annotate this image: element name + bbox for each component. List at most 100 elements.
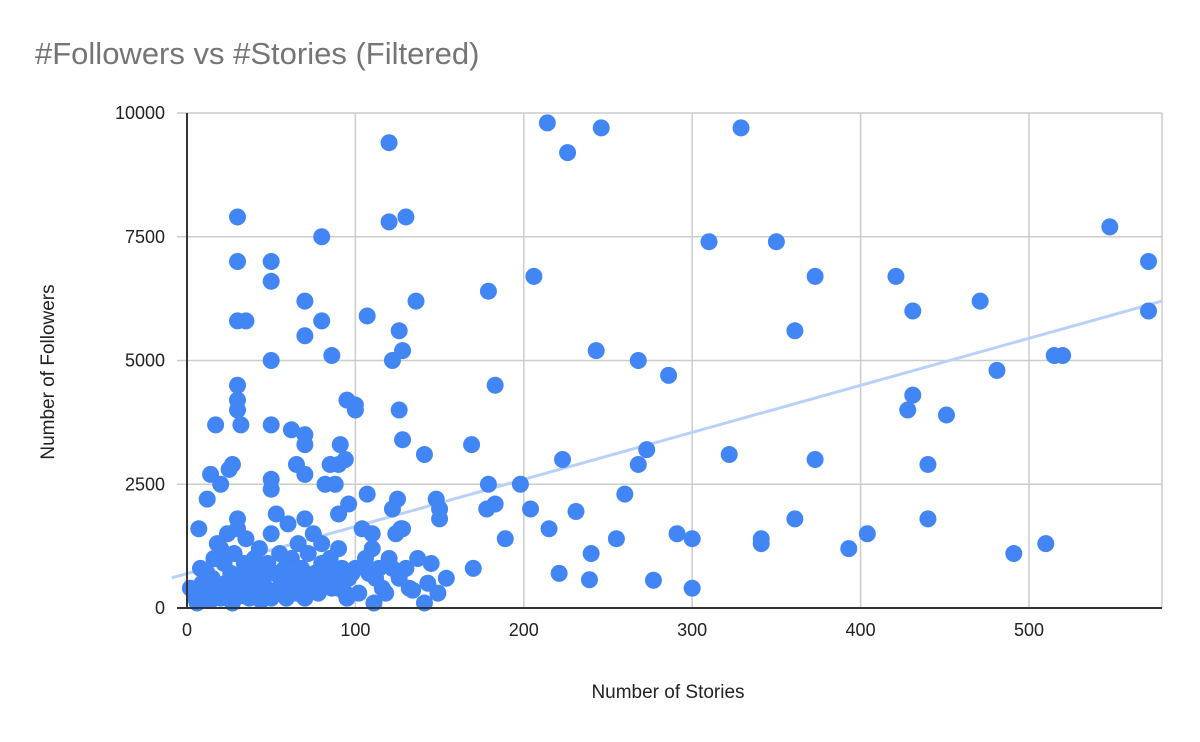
data-point — [554, 451, 572, 468]
y-axis-label: Number of Followers — [38, 284, 59, 459]
data-point — [840, 540, 858, 558]
data-point — [786, 322, 804, 340]
data-point — [1140, 253, 1158, 270]
data-point — [282, 421, 300, 439]
y-tick-label: 5000 — [125, 351, 165, 371]
data-point — [904, 386, 922, 404]
data-point — [237, 530, 255, 548]
data-point — [323, 347, 341, 365]
trendline — [171, 299, 1163, 580]
data-point — [525, 267, 543, 285]
data-point — [1005, 545, 1023, 563]
data-point — [479, 282, 497, 300]
axes — [177, 113, 1162, 609]
data-point — [346, 401, 364, 419]
data-point — [1037, 535, 1055, 553]
data-point — [397, 559, 415, 577]
data-point — [220, 460, 238, 478]
data-point — [479, 475, 497, 493]
data-point — [296, 436, 314, 454]
data-point — [190, 520, 208, 538]
data-point — [397, 208, 415, 226]
trendline-group — [171, 299, 1163, 580]
data-point — [279, 515, 297, 533]
data-point — [296, 510, 314, 528]
data-point — [330, 540, 348, 558]
data-point — [806, 267, 824, 285]
data-point — [293, 559, 311, 577]
data-point — [700, 233, 718, 251]
data-point — [390, 322, 408, 340]
x-tick-label: 100 — [340, 620, 370, 640]
data-point — [486, 376, 504, 394]
data-point — [394, 431, 412, 449]
data-point — [538, 114, 556, 132]
y-tick-label: 7500 — [125, 227, 165, 247]
data-point — [358, 485, 376, 503]
data-point — [380, 213, 398, 231]
data-point — [296, 292, 314, 310]
data-point — [904, 302, 922, 320]
data-point — [350, 584, 368, 602]
data-point — [237, 312, 255, 330]
data-point — [407, 292, 425, 310]
data-point — [937, 406, 955, 424]
data-point — [1140, 302, 1158, 320]
data-point — [358, 307, 376, 325]
data-point — [262, 525, 280, 543]
data-point — [383, 500, 401, 518]
data-point — [638, 441, 656, 459]
data-point — [377, 584, 395, 602]
data-point — [511, 475, 529, 493]
data-point — [806, 451, 824, 468]
data-point — [496, 530, 514, 548]
data-point — [683, 579, 701, 597]
data-point — [267, 505, 285, 523]
data-point — [522, 500, 540, 518]
data-point — [732, 119, 750, 137]
data-point — [919, 510, 937, 528]
data-point — [409, 550, 427, 567]
data-point — [463, 436, 481, 454]
data-point — [394, 520, 412, 538]
data-point — [644, 571, 662, 589]
data-point — [313, 535, 331, 553]
data-point — [464, 559, 482, 577]
chart-title: #Followers vs #Stories (Filtered) — [35, 36, 480, 71]
data-point — [971, 292, 989, 310]
data-point — [313, 228, 331, 246]
data-point — [660, 366, 678, 384]
data-point — [229, 376, 247, 394]
data-point — [587, 342, 605, 360]
data-point — [720, 446, 738, 464]
data-point — [321, 455, 339, 473]
data-point — [629, 352, 647, 369]
data-point — [326, 475, 344, 493]
data-point — [262, 253, 280, 270]
data-point — [313, 312, 331, 330]
x-tick-label: 200 — [509, 620, 539, 640]
data-point — [1054, 347, 1072, 365]
data-point — [437, 569, 455, 587]
data-point — [336, 584, 354, 602]
data-point — [786, 510, 804, 528]
data-point — [262, 352, 280, 369]
data-point — [198, 490, 216, 508]
data-point — [250, 540, 268, 558]
data-point — [296, 465, 314, 483]
data-point — [752, 535, 770, 553]
x-tick-label: 500 — [1014, 620, 1044, 640]
tick-labels: 0 2500 5000 7500 10000 0 100 200 300 400 500 — [115, 103, 1044, 640]
data-point — [331, 436, 349, 454]
data-point — [592, 119, 610, 137]
data-point — [380, 134, 398, 152]
data-point — [212, 475, 230, 493]
data-point — [607, 530, 625, 548]
data-point — [580, 571, 598, 589]
data-point — [262, 272, 280, 290]
data-point — [262, 416, 280, 434]
x-tick-label: 400 — [846, 620, 876, 640]
points-group — [181, 114, 1158, 612]
data-point — [363, 540, 381, 558]
